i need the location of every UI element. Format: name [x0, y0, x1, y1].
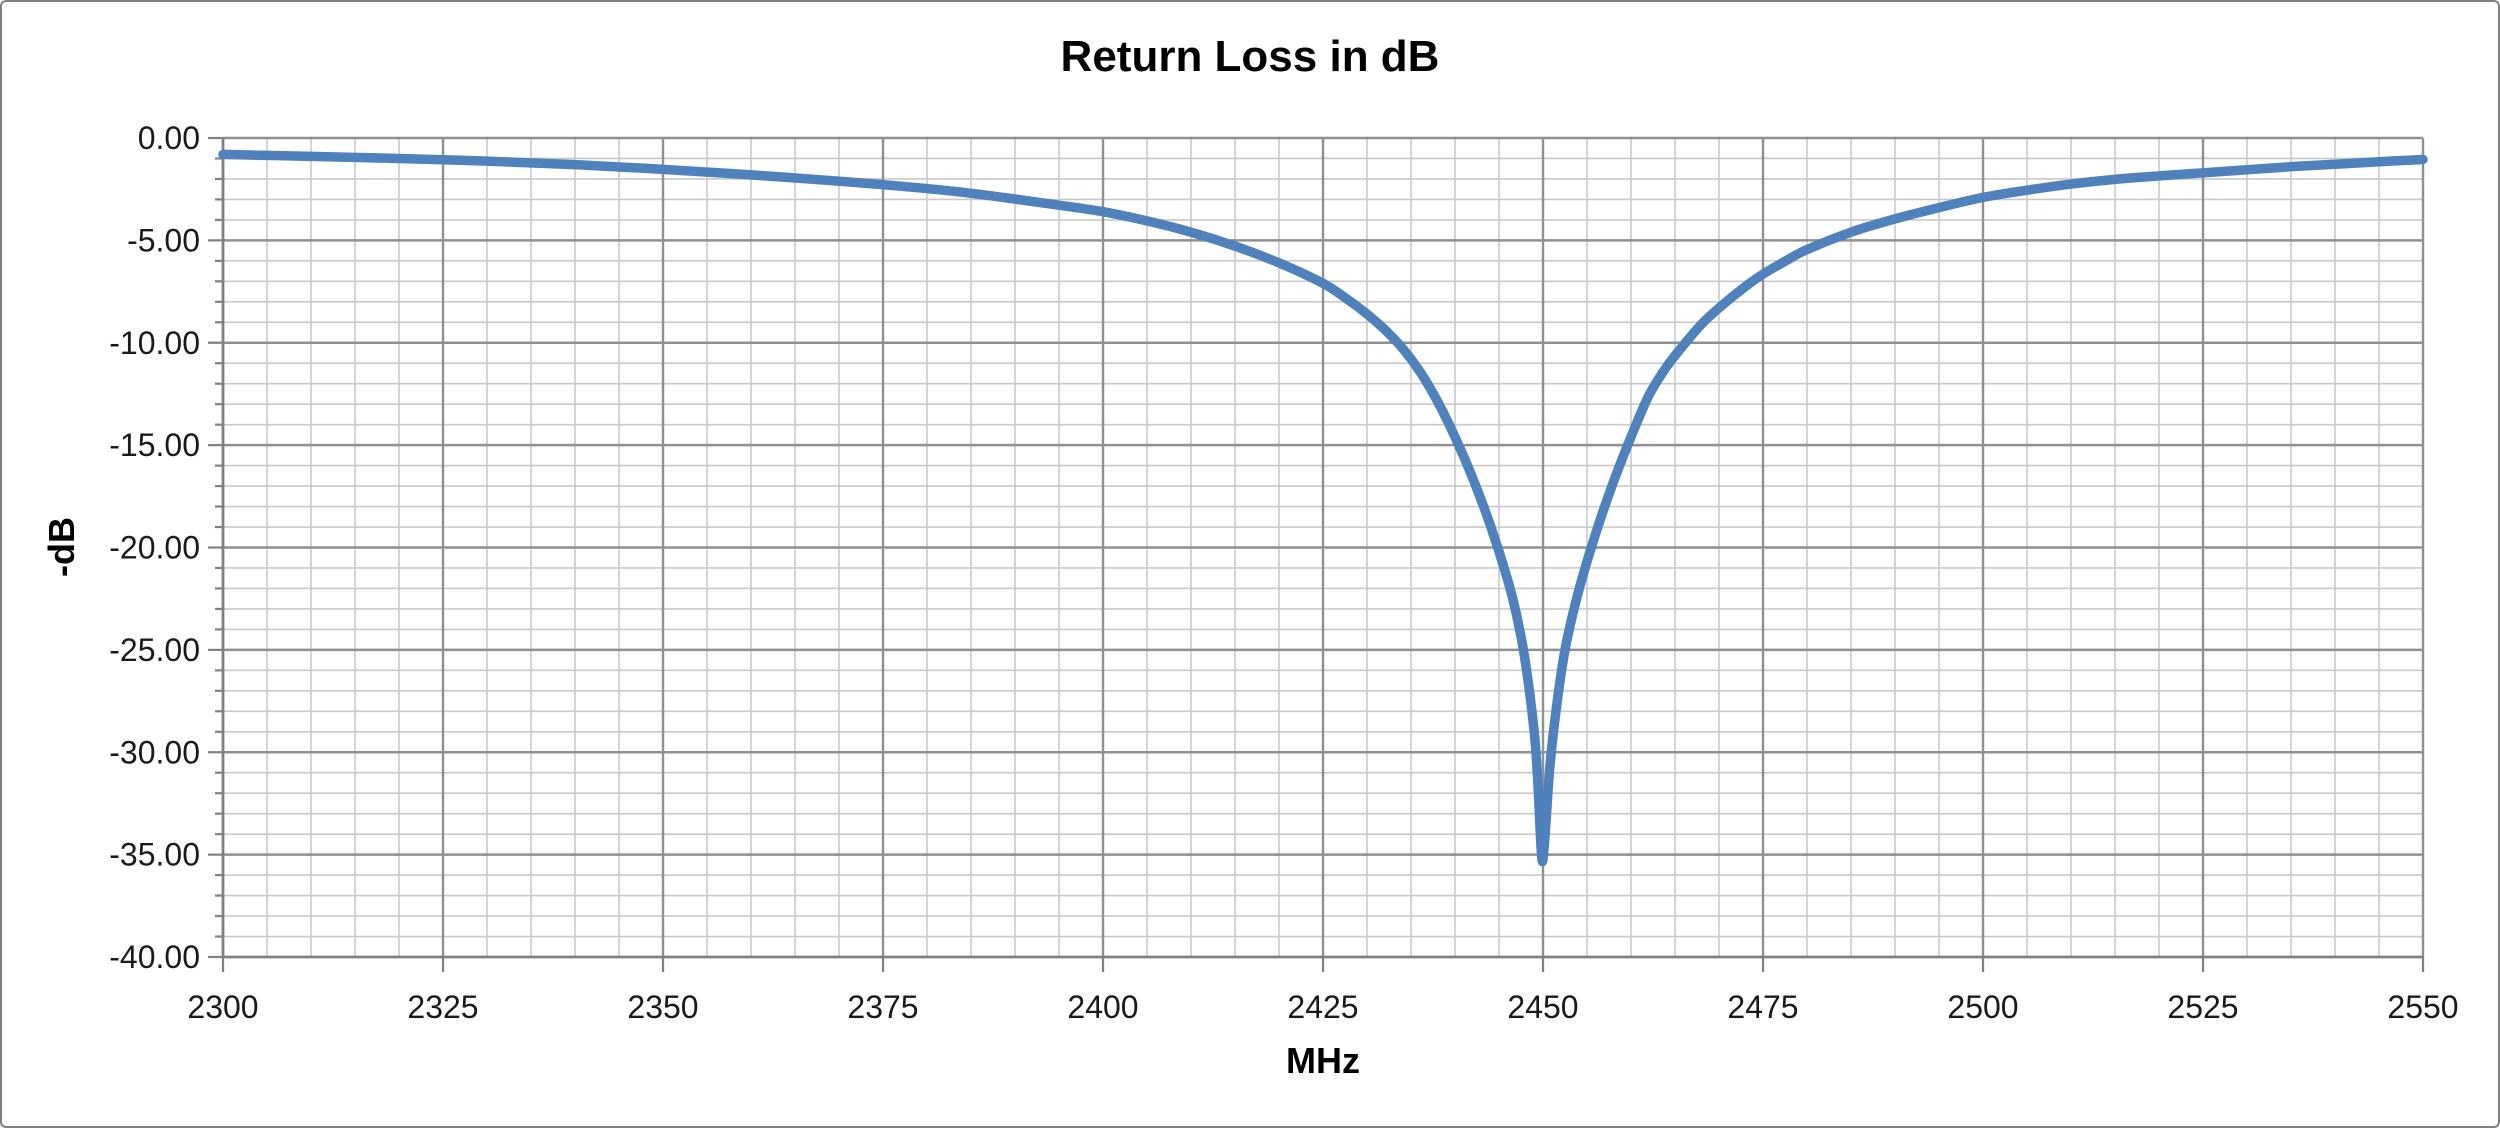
- x-tick-label: 2500: [1947, 989, 2018, 1025]
- x-tick-label: 2325: [407, 989, 478, 1025]
- y-tick-label: -40.00: [109, 939, 200, 975]
- y-tick-label: -30.00: [109, 734, 200, 770]
- y-tick-label: -15.00: [109, 427, 200, 463]
- y-tick-label: -25.00: [109, 632, 200, 668]
- y-tick-label: -10.00: [109, 325, 200, 361]
- x-tick-label: 2425: [1287, 989, 1358, 1025]
- x-tick-label: 2400: [1067, 989, 1138, 1025]
- y-tick-label: -35.00: [109, 837, 200, 873]
- x-tick-label: 2450: [1507, 989, 1578, 1025]
- y-tick-label: -5.00: [127, 222, 200, 258]
- x-tick-label: 2475: [1727, 989, 1798, 1025]
- chart-title: Return Loss in dB: [1060, 32, 1440, 81]
- y-axis-title: -dB: [41, 517, 82, 577]
- x-axis-title: MHz: [1286, 1040, 1360, 1081]
- x-tick-label: 2525: [2167, 989, 2238, 1025]
- x-tick-label: 2375: [847, 989, 918, 1025]
- x-tick-label: 2300: [187, 989, 258, 1025]
- x-tick-label: 2550: [2387, 989, 2458, 1025]
- y-tick-label: -20.00: [109, 530, 200, 566]
- return-loss-curve: [218, 149, 2428, 867]
- y-tick-label: 0.00: [138, 120, 200, 156]
- x-tick-label: 2350: [627, 989, 698, 1025]
